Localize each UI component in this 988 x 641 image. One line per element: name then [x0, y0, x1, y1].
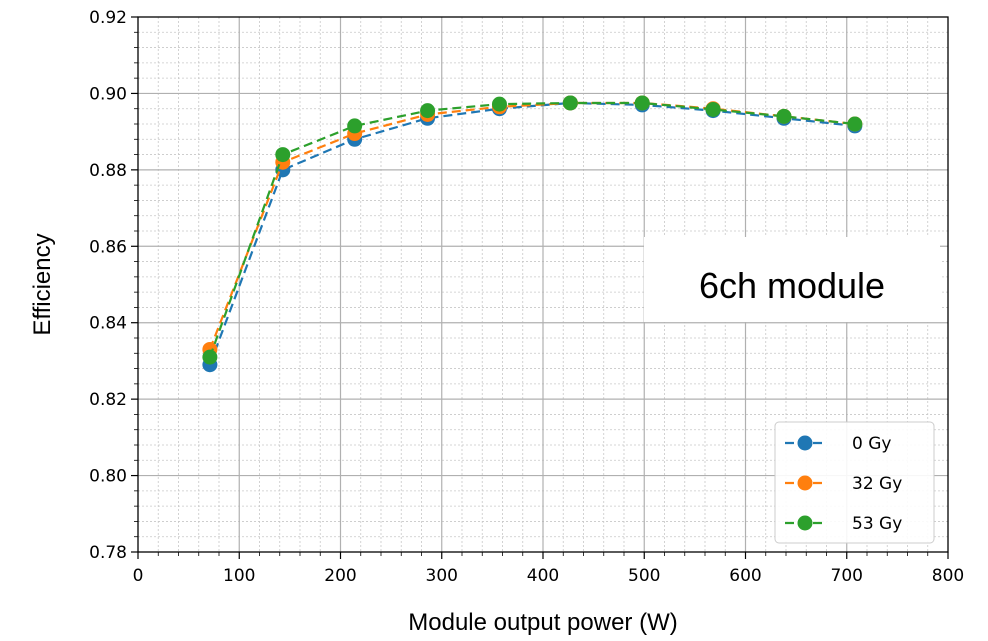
series-line [208, 101, 855, 358]
axis-ticks [131, 16, 949, 559]
legend-frame [774, 421, 935, 544]
x-tick-label: 400 [527, 566, 559, 586]
axis-tick-labels: 0 100 200 300 400 500 600 700 800 0.78 0.80 0.82 0.8… [89, 8, 964, 586]
annotation-text: 6ch module [699, 265, 885, 306]
series-line [208, 101, 855, 366]
legend-marker [797, 475, 813, 491]
y-tick-label: 0.86 [89, 237, 127, 257]
data-point [420, 103, 436, 119]
legend-label: 0 Gy [852, 434, 891, 454]
y-tick-label: 0.82 [89, 390, 127, 410]
data-point [776, 108, 792, 124]
series-0-gy [202, 95, 863, 373]
y-axis-label: Efficiency [29, 233, 56, 335]
legend-item: 32 Gy [785, 474, 902, 494]
x-tick-label: 200 [324, 566, 356, 586]
y-tick-label: 0.90 [89, 84, 127, 104]
legend-label: 53 Gy [852, 514, 902, 534]
legend-item: 53 Gy [785, 514, 902, 534]
x-tick-label: 300 [426, 566, 458, 586]
data-point [847, 116, 863, 132]
x-tick-label: 0 [133, 566, 144, 586]
data-point [562, 95, 578, 111]
series-layer [202, 95, 863, 373]
x-axis-label: Module output power (W) [408, 609, 677, 636]
x-tick-label: 600 [729, 566, 761, 586]
legend: 0 Gy 32 Gy 53 Gy [774, 421, 935, 544]
y-tick-label: 0.88 [89, 161, 127, 181]
data-point [347, 118, 363, 134]
y-tick-label: 0.78 [89, 543, 127, 563]
data-point [634, 95, 650, 111]
legend-marker [797, 435, 813, 451]
y-tick-label: 0.92 [89, 8, 127, 28]
series-53-gy [202, 95, 863, 365]
legend-marker [797, 515, 813, 531]
y-tick-label: 0.84 [89, 314, 127, 334]
y-tick-label: 0.80 [89, 467, 127, 487]
data-point [202, 349, 218, 365]
x-tick-label: 700 [831, 566, 863, 586]
data-point [705, 101, 721, 117]
legend-label: 32 Gy [852, 474, 902, 494]
data-point [275, 147, 291, 163]
legend-item: 0 Gy [785, 434, 891, 454]
major-grid [138, 17, 948, 552]
data-point [491, 96, 507, 112]
x-tick-label: 500 [628, 566, 660, 586]
annotation-box: 6ch module [644, 237, 940, 322]
x-tick-label: 800 [932, 566, 964, 586]
x-tick-label: 100 [223, 566, 255, 586]
